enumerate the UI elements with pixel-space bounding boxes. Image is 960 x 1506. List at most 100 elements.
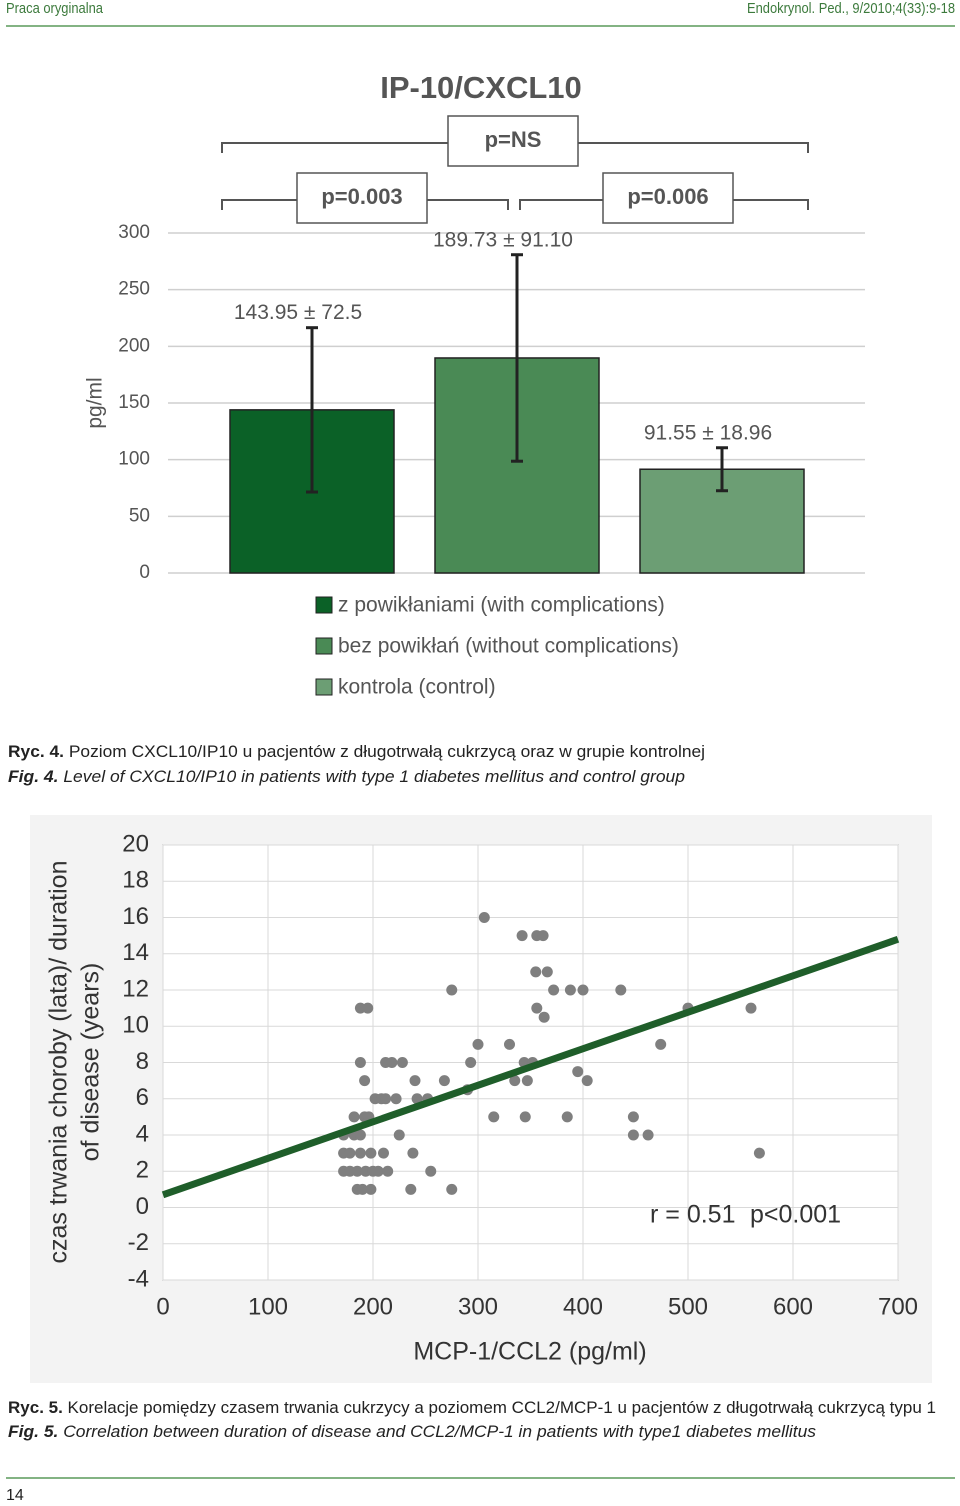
y-tick-label: 4 — [136, 1120, 149, 1147]
y-tick-label: 12 — [122, 975, 149, 1002]
point — [548, 984, 560, 996]
annotation-box — [296, 172, 428, 224]
point — [365, 1183, 377, 1195]
y-tick-label: 16 — [122, 903, 149, 930]
caption-text: Poziom CXCL10/IP10 u pacjentów z długotr… — [69, 742, 705, 761]
point — [472, 1038, 484, 1050]
point — [365, 1147, 377, 1159]
point — [446, 1183, 458, 1195]
point — [509, 1075, 521, 1087]
x-tick-label: 200 — [353, 1293, 393, 1320]
caption: Fig. 4. Level of CXCL10/IP10 in patients… — [8, 767, 685, 786]
point — [504, 1038, 515, 1050]
value-label: 189.73 ± 91.10 — [433, 228, 573, 251]
point — [438, 1075, 450, 1087]
x-axis-label: MCP-1/CCL2 (pg/ml) — [413, 1338, 646, 1366]
y-axis-label: of disease (years) — [77, 963, 105, 1162]
y-tick-label: 18 — [122, 867, 149, 894]
y-tick-label: 8 — [136, 1048, 149, 1075]
annotation: p=0.003 — [321, 184, 402, 209]
y-tick-label: 20 — [122, 830, 149, 857]
y-tick-label: 14 — [122, 939, 149, 966]
y-tick-label: 50 — [129, 505, 150, 526]
y-tick-label: 100 — [118, 449, 150, 470]
point — [407, 1147, 419, 1159]
legend-label: z powikłaniami (with complications) — [338, 594, 665, 617]
point — [627, 1129, 639, 1141]
annotation: p<0.001 — [750, 1201, 841, 1229]
point — [405, 1183, 417, 1195]
x-tick-label: 600 — [773, 1293, 813, 1320]
annotation-box — [602, 172, 734, 224]
point — [564, 984, 576, 996]
x-tick-label: 500 — [668, 1293, 708, 1320]
point — [530, 966, 542, 978]
legend-label: bez powikłań (without complications) — [338, 635, 679, 658]
point — [753, 1147, 765, 1159]
y-tick-label: 0 — [136, 1193, 149, 1220]
annotation: p=NS — [485, 127, 542, 152]
point — [425, 1165, 437, 1177]
point — [572, 1066, 584, 1078]
point — [357, 1183, 368, 1195]
point — [516, 930, 528, 942]
annotation-box — [447, 115, 579, 167]
y-axis-label: czas trwania choroby (lata)/ duration — [45, 861, 73, 1264]
point — [378, 1147, 389, 1159]
y-tick-label: 250 — [118, 279, 150, 300]
legend-swatch — [315, 637, 333, 655]
y-tick-label: 300 — [118, 222, 150, 243]
x-tick-label: 0 — [156, 1293, 169, 1320]
point — [581, 1075, 593, 1087]
point — [446, 984, 458, 996]
legend-swatch — [315, 678, 333, 696]
point — [354, 1147, 366, 1159]
header-left: Praca oryginalna — [6, 0, 104, 17]
point — [409, 1075, 421, 1087]
y-tick-label: 6 — [136, 1084, 149, 1111]
point — [465, 1057, 477, 1068]
point — [354, 1129, 366, 1141]
y-tick-label: -2 — [128, 1229, 149, 1256]
trend-line — [161, 935, 900, 1199]
point — [386, 1057, 398, 1068]
x-tick-label: 700 — [878, 1293, 918, 1320]
point — [519, 1111, 531, 1123]
point — [627, 1111, 639, 1123]
header-right: Endokrynol. Ped., 9/2010;4(33):9-18 — [747, 0, 955, 17]
caption: Ryc. 4. Poziom CXCL10/IP10 u pacjentów z… — [8, 742, 705, 761]
point — [655, 1038, 667, 1050]
point — [393, 1129, 405, 1141]
caption-label: Fig. 5. — [8, 1422, 58, 1441]
point — [642, 1129, 654, 1141]
x-tick-label: 400 — [563, 1293, 603, 1320]
point — [411, 1093, 423, 1105]
point — [478, 912, 490, 923]
y-tick-label: -4 — [128, 1265, 149, 1292]
caption-label: Fig. 4. — [8, 767, 58, 786]
legend-swatch — [315, 596, 333, 614]
y-tick-label: 200 — [118, 335, 150, 356]
point — [538, 1011, 550, 1023]
point — [380, 1093, 392, 1105]
point — [359, 1075, 371, 1087]
x-tick-label: 300 — [458, 1293, 498, 1320]
value-label: 143.95 ± 72.5 — [234, 301, 362, 324]
point — [396, 1057, 408, 1068]
point — [745, 1002, 757, 1014]
y-tick-label: 2 — [136, 1157, 149, 1184]
point — [531, 1002, 543, 1014]
point — [382, 1165, 394, 1177]
x-tick-label: 100 — [248, 1293, 288, 1320]
y-tick-label: 0 — [139, 562, 150, 583]
point — [537, 930, 549, 942]
point — [541, 966, 553, 978]
chart-title: IP-10/CXCL10 — [380, 70, 582, 105]
page-number: 14 — [6, 1487, 24, 1504]
point — [561, 1111, 573, 1123]
value-label: 91.55 ± 18.96 — [644, 421, 772, 444]
caption-text: Correlation between duration of disease … — [63, 1422, 816, 1441]
y-tick-label: 150 — [118, 392, 150, 413]
